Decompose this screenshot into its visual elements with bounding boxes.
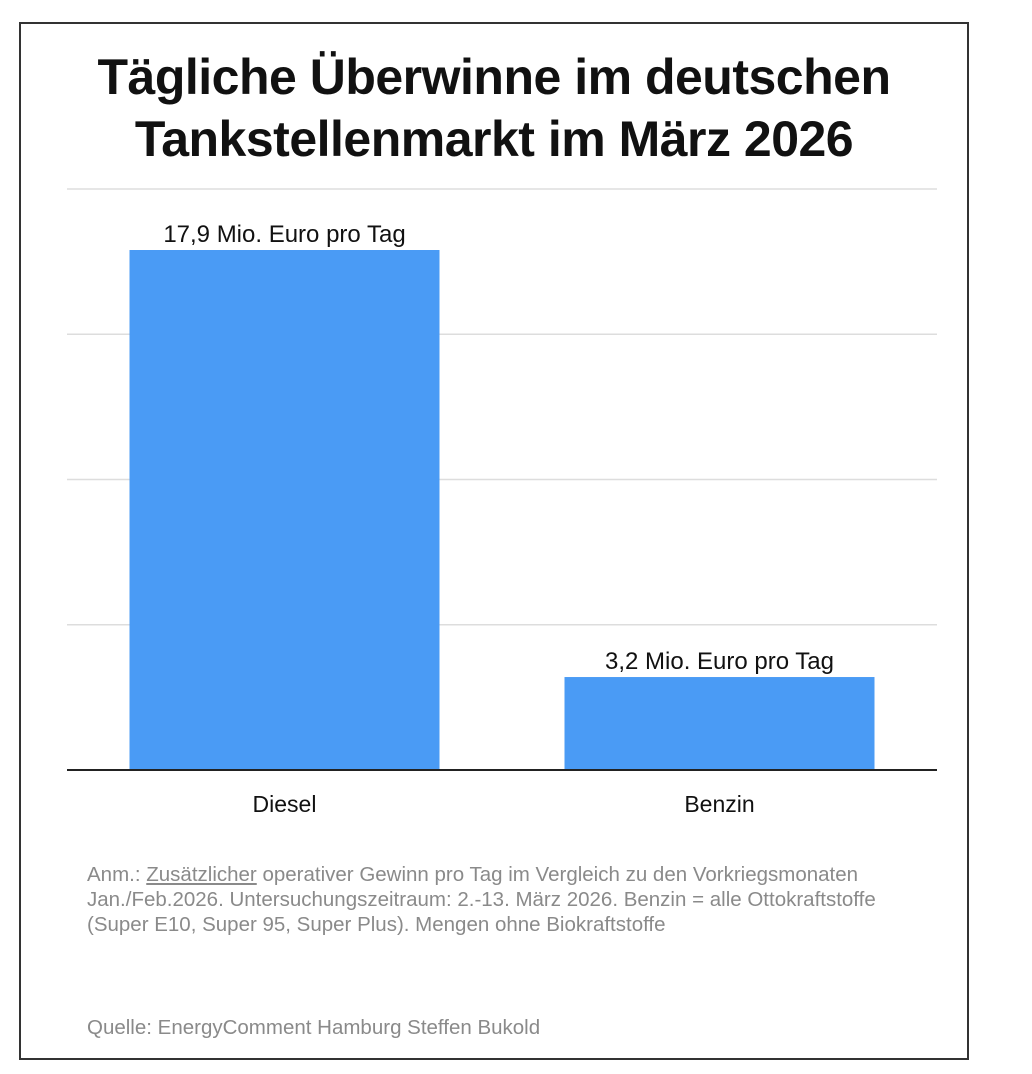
bar-chart: 17,9 Mio. Euro pro Tag Diesel 3,2 Mio. Eur… [67, 188, 937, 817]
chart-note: Anm.: Zusätzlicher operativer Gewinn pro… [87, 862, 927, 937]
bar-diesel [129, 250, 440, 770]
data-label-benzin: 3,2 Mio. Euro pro Tag [605, 648, 834, 675]
x-tick-label-benzin: Benzin [684, 791, 754, 817]
chart-frame: Tägliche Überwinne im deutschen Tankstel… [19, 22, 969, 1060]
note-prefix: Anm.: [87, 863, 147, 886]
chart-source: Quelle: EnergyComment Hamburg Steffen Bu… [87, 1016, 541, 1039]
chart-title: Tägliche Überwinne im deutschen Tankstel… [21, 46, 967, 170]
note-underlined: Zusätzlicher [146, 863, 257, 886]
data-label-diesel: 17,9 Mio. Euro pro Tag [163, 221, 405, 248]
chart-title-line-2: Tankstellenmarkt im März 2026 [134, 111, 854, 167]
bar-benzin [564, 677, 875, 770]
note-text: operativer Gewinn pro Tag im Vergleich z… [87, 863, 876, 936]
x-tick-label-diesel: Diesel [253, 791, 317, 817]
chart-title-line-1: Tägliche Überwinne im deutschen [97, 49, 892, 105]
